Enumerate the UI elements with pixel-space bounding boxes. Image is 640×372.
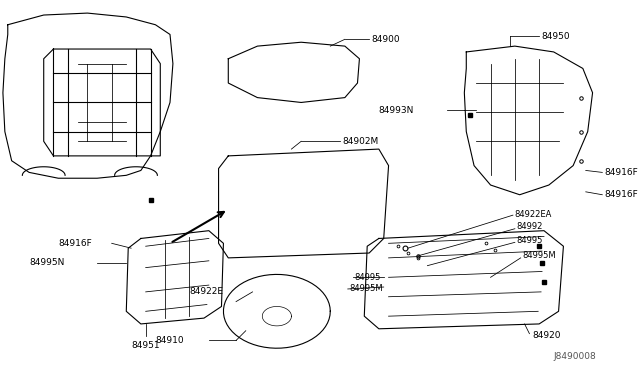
Text: 84995N: 84995N [29,258,65,267]
Text: 84992: 84992 [516,222,543,231]
Text: 84900: 84900 [371,35,400,44]
Text: 84902M: 84902M [342,137,378,146]
Text: 84995: 84995 [516,236,543,245]
Text: 84920: 84920 [532,331,561,340]
Text: 84916F: 84916F [604,190,638,199]
Text: 84995M: 84995M [349,285,383,294]
Text: 84922EA: 84922EA [515,210,552,219]
Text: 84951: 84951 [131,341,160,350]
Text: J8490008: J8490008 [554,353,596,362]
Text: 84916F: 84916F [604,168,638,177]
Text: 84995: 84995 [355,273,381,282]
Text: 84995M: 84995M [523,251,556,260]
Text: 84993N: 84993N [379,106,414,115]
Text: 84922E: 84922E [189,288,223,296]
Text: 84950: 84950 [541,32,570,41]
Text: 84916F: 84916F [58,239,92,248]
Text: 84910: 84910 [156,336,184,345]
